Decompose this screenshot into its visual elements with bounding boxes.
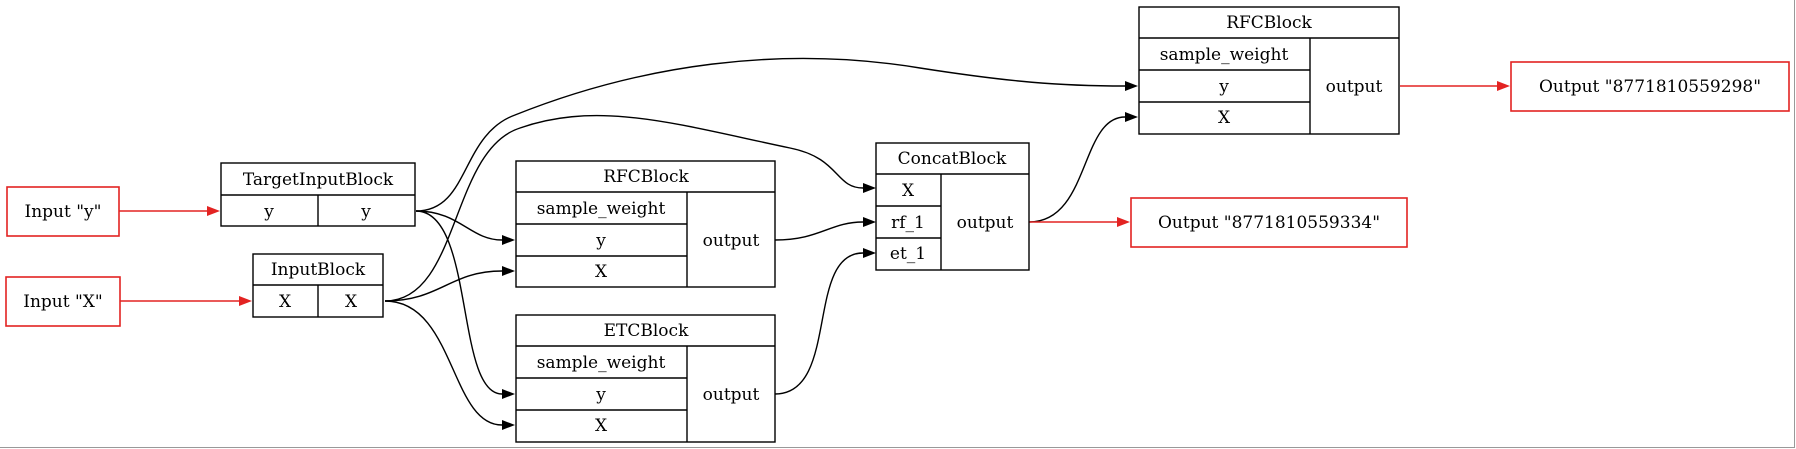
rfc-block-middle-title: RFCBlock [603,167,689,187]
input-node-x[interactable]: Input "X" [5,276,121,327]
concat-block-port-et1: et_1 [890,244,926,264]
target-input-block[interactable]: TargetInputBlock y y [220,162,416,227]
concat-block[interactable]: ConcatBlock X rf_1 et_1 output [875,142,1030,271]
concat-block-title: ConcatBlock [898,149,1007,169]
concat-block-port-rf1: rf_1 [891,213,925,233]
etc-block-title: ETCBlock [604,321,689,341]
input-node-y-label: Input "y" [25,202,102,222]
concat-block-port-x: X [902,181,915,201]
rfc-block-top-port-y: y [1218,77,1229,97]
rfc-block-middle[interactable]: RFCBlock sample_weight y X output [515,160,776,288]
rfc-block-top-port-x: X [1218,108,1231,128]
edge-input-x-to-concat-x [384,114,876,302]
edge-rfc-mid-to-concat-rf1 [774,217,876,241]
output-node-top[interactable]: Output "8771810559298" [1510,61,1790,112]
rfc-block-middle-port-sample-weight: sample_weight [537,199,666,219]
input-node-y[interactable]: Input "y" [6,186,120,237]
edge-target-y-to-rfc-top-y [415,57,1138,212]
edge-target-y-to-etc-y [415,210,515,399]
input-block[interactable]: InputBlock X X [252,253,384,318]
edge-input-x-to-rfc-mid-x [384,266,515,302]
input-block-port-in: X [279,292,292,312]
edge-input-x-to-inputblock [120,296,252,306]
rfc-block-middle-port-x: X [595,262,608,282]
output-node-mid-label: Output "8771810559334" [1158,213,1380,233]
rfc-block-middle-output: output [703,231,760,251]
edge-etc-to-concat-et1 [774,248,876,395]
etc-block-port-y: y [595,385,606,405]
etc-block[interactable]: ETCBlock sample_weight y X output [515,314,776,443]
target-input-port-in: y [263,202,274,222]
input-block-title: InputBlock [271,260,366,280]
input-node-x-label: Input "X" [23,292,102,312]
rfc-block-middle-port-y: y [595,231,606,251]
edge-input-x-to-etc-x [384,300,515,430]
edge-concat-to-rfc-top-x [1028,112,1138,223]
output-node-mid[interactable]: Output "8771810559334" [1130,197,1408,248]
edge-input-y-to-target [119,206,220,216]
concat-block-output: output [957,213,1014,233]
input-block-port-out: X [345,292,358,312]
edge-concat-to-output-mid [1029,217,1130,227]
rfc-block-top-title: RFCBlock [1226,13,1312,33]
etc-block-output: output [703,385,760,405]
rfc-block-top[interactable]: RFCBlock sample_weight y X output [1138,6,1400,135]
output-node-top-label: Output "8771810559298" [1539,77,1761,97]
edge-target-y-to-rfc-mid-y [415,210,515,245]
etc-block-port-sample-weight: sample_weight [537,353,666,373]
edge-rfc-top-to-output-top [1400,81,1510,91]
rfc-block-top-output: output [1326,77,1383,97]
rfc-block-top-port-sample-weight: sample_weight [1160,45,1289,65]
target-input-block-title: TargetInputBlock [243,170,394,190]
etc-block-port-x: X [595,416,608,436]
target-input-port-out: y [360,202,371,222]
